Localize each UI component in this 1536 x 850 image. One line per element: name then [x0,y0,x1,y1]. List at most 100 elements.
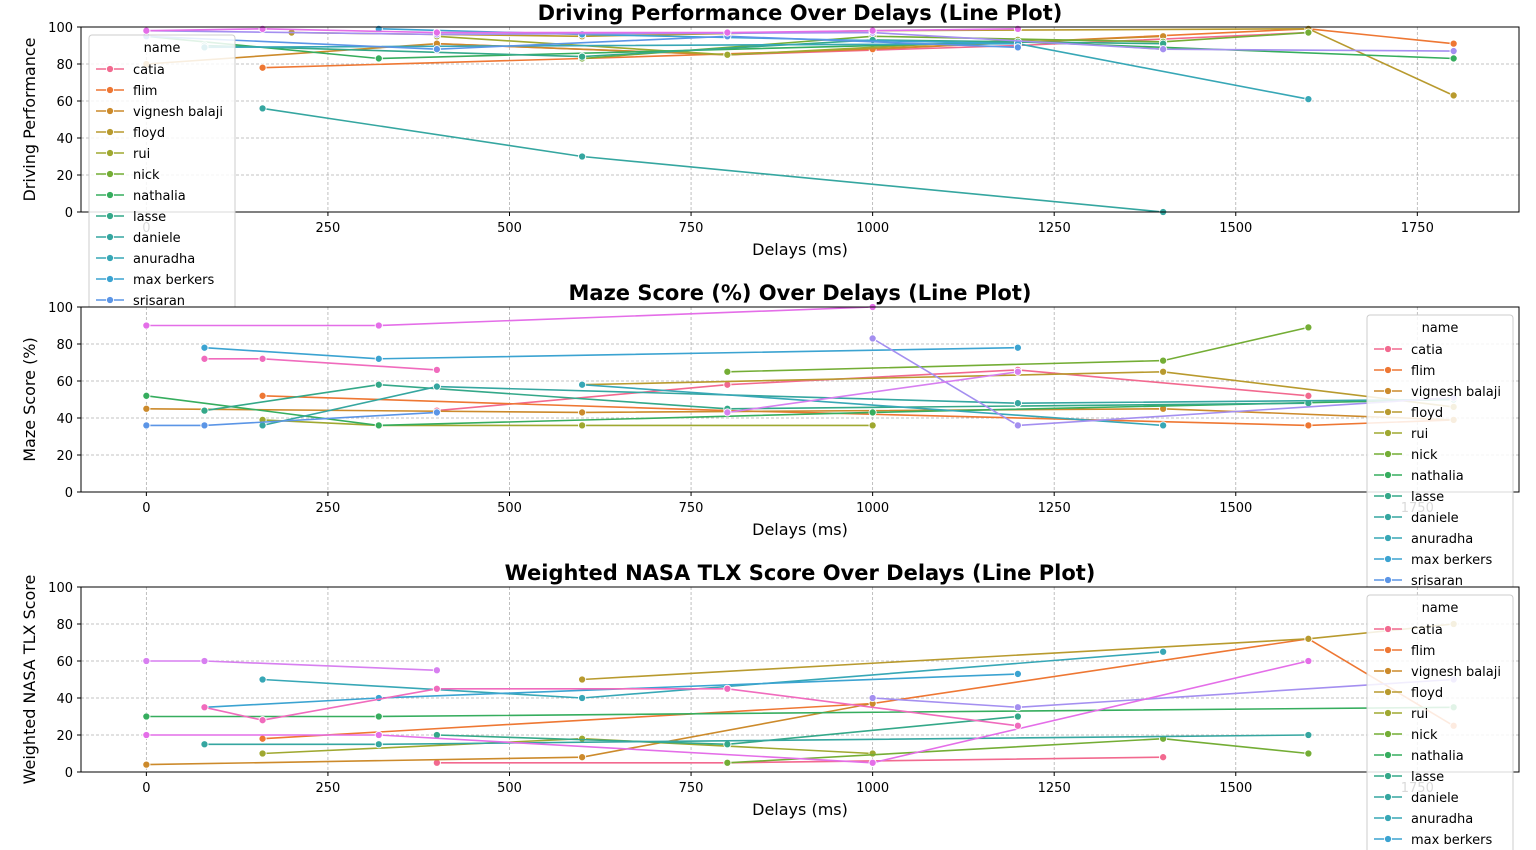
data-point [1304,656,1313,666]
data-point [432,684,441,693]
y-tick-label: 20 [56,449,73,464]
y-tick-label: 80 [56,338,73,353]
y-axis-label: Maze Score (%) [20,337,39,462]
legend-entry: daniele [1411,791,1459,806]
data-point [200,421,209,430]
legend-swatch-marker [1383,449,1393,459]
data-point [578,675,587,684]
data-point [258,749,267,758]
data-point [723,758,732,767]
y-tick-label: 100 [48,301,73,316]
legend-entry: max berkers [133,273,214,288]
x-tick-label: 250 [316,221,341,236]
data-point [142,391,151,400]
chart-panel-2: 02505007501000125015001750020406080100Ma… [20,281,1520,539]
legend-swatch-marker [105,211,115,221]
data-point [1013,343,1022,352]
legend-entry: catia [133,63,165,78]
legend-entry: nick [1411,728,1438,743]
y-tick-label: 60 [56,375,73,390]
data-point [432,408,441,417]
legend-entry: rui [133,147,150,162]
data-point [142,321,151,330]
data-point [1449,54,1458,63]
data-point [374,380,383,389]
data-point [258,716,267,725]
data-point [374,354,383,363]
legend-entry: nick [1411,448,1438,463]
x-tick-label: 1500 [1219,781,1252,796]
data-point [200,656,209,666]
data-point [1304,95,1313,104]
x-tick-label: 750 [679,501,704,516]
x-tick-label: 1000 [856,221,889,236]
data-point [374,321,383,330]
x-axis-label: Delays (ms) [752,800,848,819]
data-point [258,734,267,743]
legend-entry: anuradha [133,252,195,267]
data-point [142,421,151,430]
data-point [142,712,151,721]
legend-swatch-marker [1383,575,1393,585]
data-point [258,354,267,363]
data-point [258,104,267,113]
legend-swatch-marker [1383,834,1393,844]
data-point [1013,421,1022,430]
x-tick-label: 750 [679,781,704,796]
data-point [868,758,877,767]
y-tick-label: 0 [65,206,73,221]
data-point [578,52,587,61]
data-point [578,421,587,430]
legend-entry: catia [1411,343,1443,358]
data-point [868,749,877,758]
legend-entry: vignesh balaji [1411,665,1501,680]
plot-area [81,27,1519,212]
legend-title: name [1422,601,1459,616]
series-line [262,419,873,427]
legend-swatch-marker [105,232,115,242]
data-point [142,730,151,740]
data-point [1304,421,1313,430]
x-tick-label: 0 [142,501,150,516]
data-point [200,343,209,352]
data-point [1304,323,1313,332]
data-point [868,334,877,343]
y-tick-label: 80 [56,58,73,73]
data-point [432,28,441,37]
x-tick-label: 250 [316,781,341,796]
x-tick-label: 1250 [1038,501,1071,516]
y-tick-label: 0 [65,766,73,781]
legend-swatch-marker [1383,708,1393,718]
data-point [1449,91,1458,100]
data-point [432,365,441,374]
data-point [1013,721,1022,730]
legend-swatch-marker [1383,386,1393,396]
legend-entry: flim [1411,364,1435,379]
chart-title: Driving Performance Over Delays (Line Pl… [538,1,1063,25]
x-axis-label: Delays (ms) [752,520,848,539]
data-point [723,50,732,59]
legend-swatch-marker [1383,729,1393,739]
series-line [727,371,1019,414]
plot-frame [80,586,1520,773]
legend-entry: nathalia [1411,469,1464,484]
data-point [868,408,877,417]
x-tick-label: 250 [316,501,341,516]
data-point [578,152,587,161]
legend-entry: floyd [1411,686,1443,701]
data-point [374,712,383,721]
data-point [1449,39,1458,48]
x-tick-label: 1500 [1219,501,1252,516]
legend-entry: anuradha [1411,532,1473,547]
data-point [1304,28,1313,37]
x-tick-label: 1250 [1038,221,1071,236]
data-point [1013,712,1022,721]
legend-entry: floyd [1411,406,1443,421]
data-point [1304,634,1313,643]
data-point [723,408,732,417]
data-point [868,26,877,35]
legend-swatch-marker [1383,407,1393,417]
data-point [258,24,267,33]
data-point [1013,669,1022,679]
legend-swatch-marker [1383,771,1393,781]
